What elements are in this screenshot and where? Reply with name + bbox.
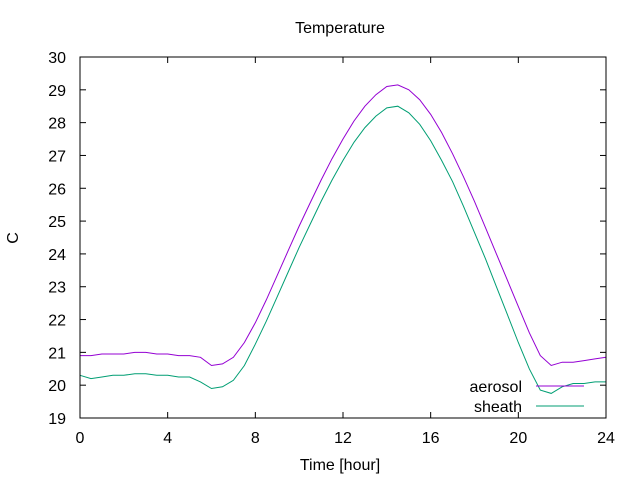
y-tick-label: 20 xyxy=(48,378,66,395)
y-tick-label: 30 xyxy=(48,50,66,67)
x-tick-label: 20 xyxy=(509,430,527,447)
legend: aerosol sheath xyxy=(470,379,584,416)
x-tick-label: 8 xyxy=(251,430,260,447)
y-tick-label: 26 xyxy=(48,181,66,198)
y-tick-label: 23 xyxy=(48,280,66,297)
y-tick-label: 22 xyxy=(48,313,66,330)
x-tick-label: 0 xyxy=(76,430,85,447)
tick-labels: 0 4 8 12 16 20 24 19 20 21 22 23 24 25 26 27 28 29 30 xyxy=(48,50,615,447)
x-tick-label: 4 xyxy=(163,430,172,447)
series-lines xyxy=(79,84,607,394)
series-line-sheath xyxy=(79,105,606,394)
x-tick-label: 24 xyxy=(597,430,615,447)
x-tick-label: 16 xyxy=(422,430,440,447)
y-tick-label: 21 xyxy=(48,345,66,362)
y-axis-label: C xyxy=(5,232,22,244)
x-tick-label: 12 xyxy=(334,430,352,447)
plot-border xyxy=(79,56,607,419)
y-tick-label: 29 xyxy=(48,83,66,100)
y-tick-label: 19 xyxy=(48,411,66,428)
y-tick-label: 27 xyxy=(48,148,66,165)
x-axis-label: Time [hour] xyxy=(300,457,380,474)
series-line-aerosol xyxy=(80,84,607,367)
chart-title: Temperature xyxy=(295,20,385,37)
y-tick-label: 24 xyxy=(48,247,66,264)
y-tick-label: 25 xyxy=(48,214,66,231)
y-tick-label: 28 xyxy=(48,116,66,133)
legend-label-sheath: sheath xyxy=(474,399,522,416)
legend-label-aerosol: aerosol xyxy=(470,379,522,396)
